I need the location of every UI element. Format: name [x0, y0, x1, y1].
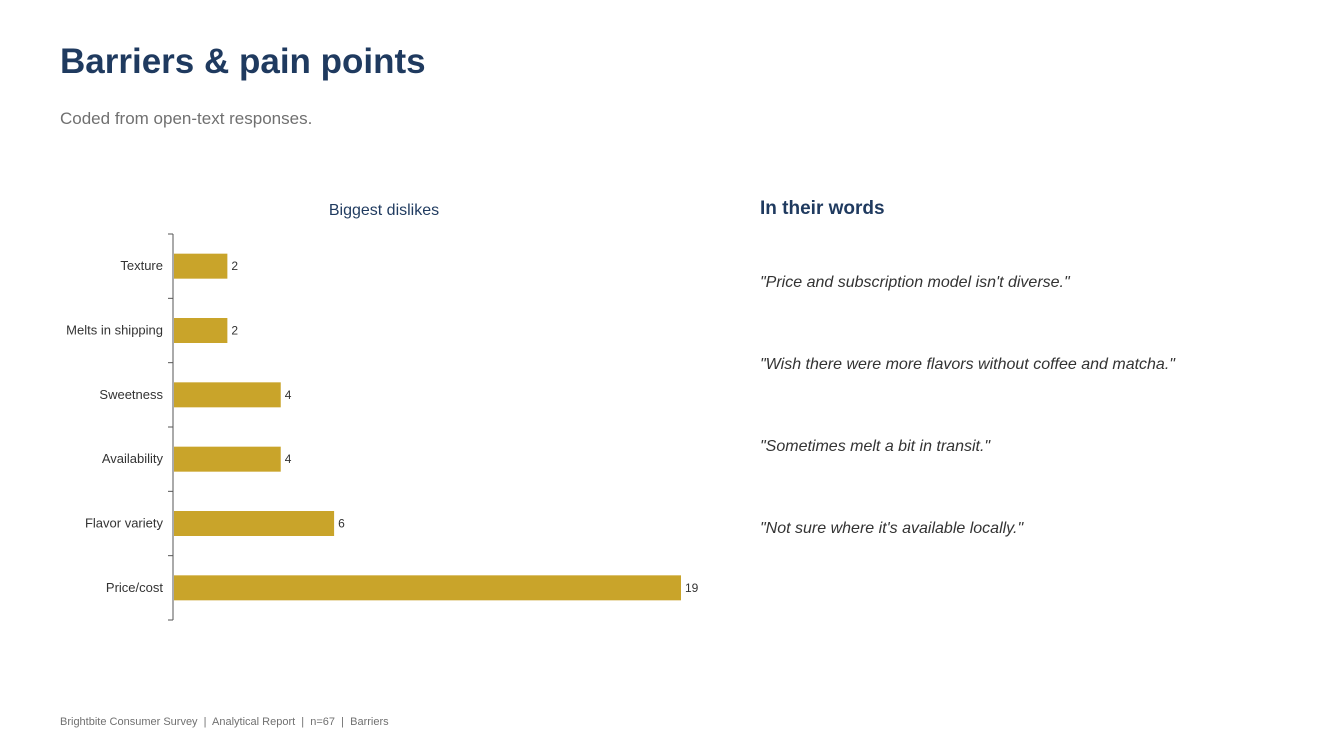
chart-title: Biggest dislikes [329, 202, 439, 219]
category-tick-label: Melts in shipping [66, 323, 163, 338]
data-label: 6 [338, 517, 345, 531]
data-label: 4 [285, 452, 292, 466]
bar [174, 446, 281, 472]
page-title: Barriers & pain points [60, 42, 426, 81]
chart-marks: Texture 2 Melts in shipping 2 Sweetness 4 Avai… [66, 233, 699, 621]
data-label: 4 [285, 388, 292, 402]
category-tick-label: Flavor variety [85, 516, 164, 531]
page-subtitle: Coded from open-text responses. [60, 109, 313, 128]
quotes-heading: In their words [760, 198, 885, 219]
bar [174, 511, 335, 536]
data-label: 19 [685, 581, 699, 595]
quote-item: "Not sure where it's available locally." [760, 520, 1024, 537]
bar [174, 318, 228, 343]
category-tick-label: Sweetness [99, 387, 163, 402]
quote-item: "Wish there were more flavors without co… [760, 356, 1175, 373]
category-tick-label: Availability [102, 451, 164, 466]
category-tick-label: Texture [120, 258, 163, 273]
category-tick-label: Price/cost [106, 580, 163, 595]
quotes-panel: In their words "Price and subscription m… [760, 198, 1300, 537]
bar [174, 575, 681, 601]
bar [174, 253, 228, 279]
data-label: 2 [231, 259, 238, 273]
quote-item: "Price and subscription model isn't dive… [760, 274, 1070, 291]
bar [174, 382, 281, 408]
dislikes-bar-chart: Biggest dislikes Texture 2 Melts in shippi… [66, 202, 699, 621]
footer: Brightbite Consumer Survey | Analytical … [60, 716, 389, 728]
quote-item: "Sometimes melt a bit in transit." [760, 438, 991, 455]
data-label: 2 [231, 324, 238, 338]
